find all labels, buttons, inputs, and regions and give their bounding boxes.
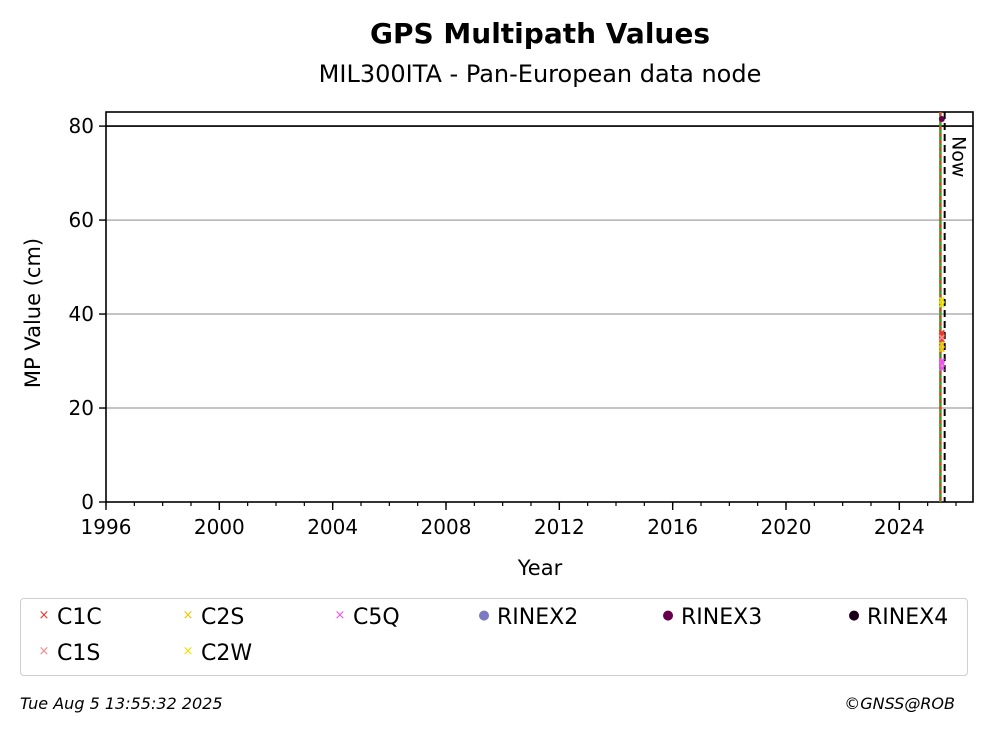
legend-label: C1C [57, 605, 102, 630]
legend-label: RINEX2 [497, 605, 579, 630]
data-point-c1c [938, 329, 945, 336]
y-axis-label: MP Value (cm) [21, 238, 45, 388]
data-point-c1s [938, 334, 945, 341]
legend-item-rinex4: ● RINEX4 [847, 606, 948, 630]
legend-item-c5q: × C5Q [333, 606, 400, 630]
x-axis-label: Year [517, 556, 563, 580]
x-tick-label: 2016 [647, 515, 698, 539]
y-tick-label: 0 [81, 490, 94, 514]
legend-marker: × [334, 608, 346, 623]
x-tick-label: 2024 [874, 515, 925, 539]
legend-item-c2w: × C2W [181, 641, 253, 666]
legend-label: C1S [57, 641, 101, 666]
x-tick-label: 2020 [761, 515, 812, 539]
legend-label: C2S [201, 605, 245, 630]
legend-label: C2W [201, 641, 253, 666]
legend-marker: × [38, 608, 50, 623]
chart-title: GPS Multipath Values [370, 17, 710, 50]
legend-item-rinex2: ● RINEX2 [477, 606, 578, 630]
copyright: ©GNSS@ROB [844, 694, 955, 713]
x-tick-label: 1996 [81, 515, 132, 539]
data-point-c2s [938, 346, 945, 353]
legend-item-c2s: × C2S [181, 605, 245, 630]
data-point-c2w [938, 296, 945, 304]
legend-item-c1s: × C1S [37, 641, 101, 666]
y-tick-label: 40 [69, 302, 94, 326]
data-point-c5q [938, 357, 945, 365]
y-tick-label: 60 [69, 208, 94, 232]
plot-area: 0 20 40 60 80 1996 2000 2004 2008 2012 2016 2020 202… [69, 111, 974, 539]
legend: × C1C × C2S × C5Q ● RINEX2 ● RINEX3 ● RINEX4 × C1S × C2… [20, 598, 968, 676]
legend-marker: × [38, 644, 50, 659]
legend-item-rinex3: ● RINEX3 [661, 606, 762, 630]
x-tick-label: 2000 [194, 515, 245, 539]
data-point-c2w [938, 301, 945, 308]
legend-marker: × [182, 608, 194, 623]
data-point-c5q [938, 364, 945, 372]
chart-subtitle: MIL300ITA - Pan-European data node [319, 60, 762, 88]
x-tick-label: 2012 [534, 515, 585, 539]
plot-frame [105, 111, 974, 503]
multipath-chart: GPS Multipath Values MIL300ITA - Pan-Eur… [21, 17, 974, 580]
data-point-rinex3 [938, 116, 945, 123]
legend-marker: ● [478, 608, 490, 623]
x-tick-label: 2004 [307, 515, 358, 539]
y-tick-label: 80 [69, 114, 94, 138]
legend-label: C5Q [353, 605, 400, 630]
legend-marker: ● [662, 608, 674, 623]
legend-label: RINEX3 [681, 605, 763, 630]
legend-label: RINEX4 [867, 605, 949, 630]
legend-marker: × [182, 644, 194, 659]
legend-item-c1c: × C1C [37, 606, 102, 630]
now-label: Now [948, 136, 970, 177]
y-tick-label: 20 [69, 396, 94, 420]
x-tick-label: 2008 [421, 515, 472, 539]
legend-marker: ● [848, 608, 860, 623]
timestamp: Tue Aug 5 13:55:32 2025 [20, 694, 223, 713]
data-point-c2s [938, 341, 945, 348]
